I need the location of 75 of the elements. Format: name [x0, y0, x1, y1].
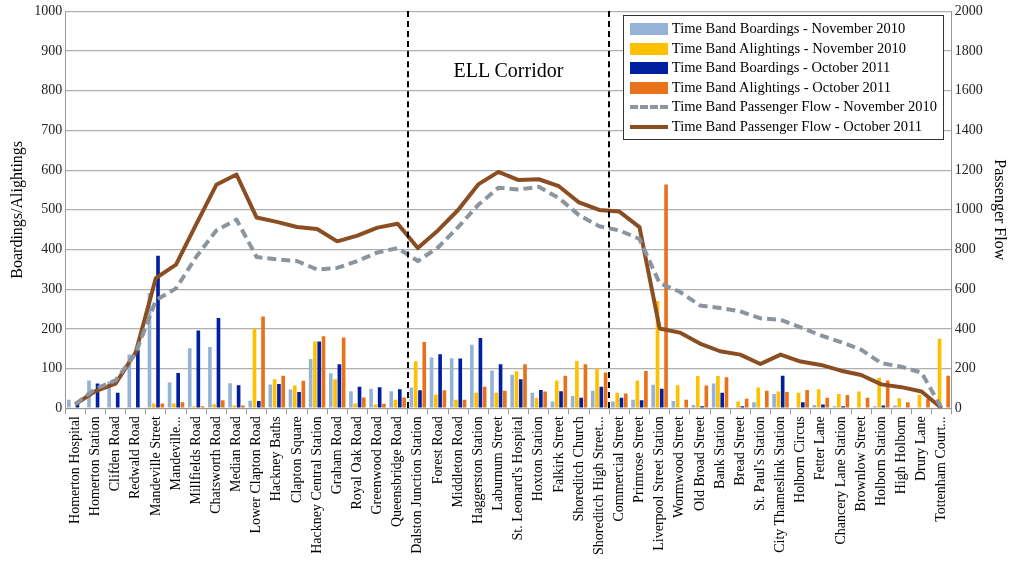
x-tick-label: Bank Station	[711, 416, 727, 489]
x-tick-label: Forest Road	[429, 416, 445, 485]
y-tick-label: 500	[41, 201, 63, 217]
legend-label: Time Band Alightings - November 2010	[671, 38, 907, 58]
y-tick-label: 800	[41, 82, 63, 98]
x-tick-label: Clifden Road	[107, 416, 123, 492]
x-tick-label: Millfields Road	[187, 416, 203, 505]
x-tick-label: Lower Clapton Road	[248, 416, 264, 534]
y2-tick-label: 0	[954, 399, 962, 415]
x-tick-label: Homerton Hospital	[66, 416, 82, 524]
y-tick-label: 400	[41, 241, 63, 257]
x-tick-label: High Holborn	[893, 416, 909, 495]
y-tick-label: 100	[41, 360, 63, 376]
y2-tick-label: 1000	[954, 201, 983, 217]
x-tick-label: St. Paul's Station	[752, 416, 768, 511]
x-tick-label: Homerton Station	[87, 416, 103, 517]
legend-label: Time Band Passenger Flow - November 2010	[671, 97, 938, 117]
y-tick-label: 200	[41, 320, 63, 336]
legend-label: Time Band Passenger Flow - October 2011	[671, 116, 923, 136]
x-tick-label: St. Leonard's Hospital	[510, 416, 526, 541]
x-tick-label: Chancery Lane Station	[832, 416, 848, 545]
x-tick-label: Liverpool Street Station	[651, 416, 667, 551]
x-tick-label: Hackney Baths	[268, 416, 284, 502]
x-tick-label: Fetter Lane	[812, 416, 828, 481]
y-axis-title: Boardings/Alightings	[7, 140, 26, 279]
x-tick-label: Old Broad Street	[691, 416, 707, 512]
x-tick-label: Laburnum Street	[490, 416, 506, 511]
x-tick-label: Hoxton Station	[530, 416, 546, 502]
x-tick-label: Greenwood Road	[369, 416, 385, 515]
x-tick-label: Mandeville...	[167, 416, 183, 491]
y2-tick-label: 1800	[954, 42, 983, 58]
x-tick-label: Middleton Road	[449, 416, 465, 508]
y2-tick-label: 800	[954, 241, 976, 257]
y-tick-label: 300	[41, 280, 63, 296]
x-tick-label: Commercial Street	[611, 416, 626, 522]
x-tick-label: Clapton Square	[288, 416, 304, 503]
x-tick-label: Median Road	[228, 416, 244, 493]
x-tick-label: Dalston Junction Station	[409, 416, 425, 554]
x-tick-label: Shoreditch High Street...	[590, 416, 606, 555]
x-tick-label: Graham Road	[328, 416, 344, 495]
annotation: ELL Corridor	[453, 58, 564, 81]
legend-label: Time Band Boardings - November 2010	[671, 19, 906, 39]
x-tick-label: Bread Street	[731, 416, 747, 486]
x-tick-label: Hackney Central Station	[308, 416, 324, 554]
y2-axis-title: Passenger Flow	[991, 159, 1010, 261]
legend-label: Time Band Boardings - October 2011	[671, 58, 891, 78]
x-tick-label: Haggerston Station	[469, 416, 485, 524]
x-tick-label: City Thameslink Station	[772, 416, 788, 553]
x-tick-label: Tottenham Court...	[933, 416, 949, 522]
y2-tick-label: 200	[954, 360, 976, 376]
x-tick-label: Holborn Station	[872, 416, 888, 507]
x-tick-label: Shoreditch Church	[570, 416, 586, 522]
x-tick-label: Drury Lane	[913, 416, 929, 482]
x-tick-label: Royal Oak Road	[349, 416, 365, 510]
y2-tick-label: 1200	[954, 161, 983, 177]
x-tick-label: Holborn Circus	[792, 416, 808, 503]
y-tick-label: 600	[41, 161, 63, 177]
legend-label: Time Band Alightings - October 2011	[671, 77, 892, 97]
y2-tick-label: 600	[954, 280, 976, 296]
y-tick-label: 700	[41, 122, 63, 138]
x-tick-label: Queensbridge Road	[389, 416, 405, 527]
y-tick-label: 0	[55, 399, 63, 415]
y2-tick-label: 2000	[954, 3, 983, 19]
x-tick-label: Chatsworth Road	[208, 416, 223, 514]
y2-tick-label: 1400	[954, 122, 983, 138]
x-tick-label: Wormwood Street	[671, 416, 687, 519]
y2-tick-label: 1600	[954, 82, 983, 98]
x-tick-label: Mandeville Street	[147, 416, 163, 517]
x-tick-label: Redwald Road	[127, 416, 143, 500]
x-tick-label: Falkirk Street	[550, 416, 566, 493]
y-tick-label: 900	[41, 42, 63, 58]
x-tick-label: Primrose Street	[631, 416, 647, 503]
y-tick-label: 1000	[34, 3, 63, 19]
y2-tick-label: 400	[954, 320, 976, 336]
x-tick-label: Brownlow Street	[852, 416, 868, 512]
